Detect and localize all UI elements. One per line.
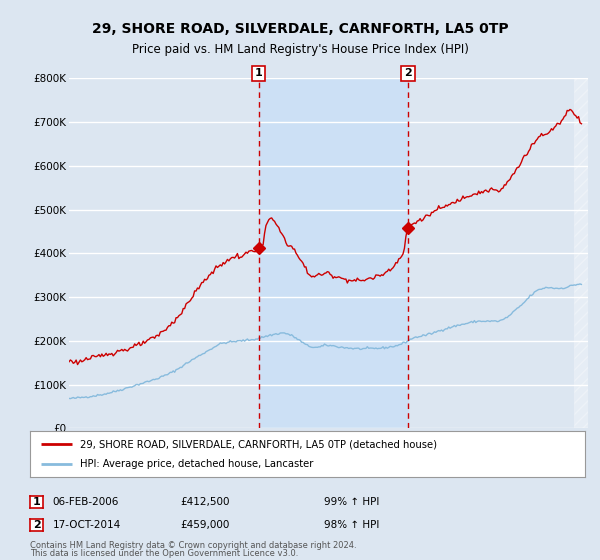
Text: Contains HM Land Registry data © Crown copyright and database right 2024.: Contains HM Land Registry data © Crown c…	[30, 541, 356, 550]
Text: 06-FEB-2006: 06-FEB-2006	[53, 497, 119, 507]
Text: Price paid vs. HM Land Registry's House Price Index (HPI): Price paid vs. HM Land Registry's House …	[131, 43, 469, 56]
Text: 17-OCT-2014: 17-OCT-2014	[53, 520, 121, 530]
Text: 99% ↑ HPI: 99% ↑ HPI	[324, 497, 379, 507]
Text: 1: 1	[33, 497, 40, 507]
Bar	[259, 78, 408, 428]
Text: 2: 2	[33, 520, 40, 530]
Bar	[574, 78, 588, 428]
Text: HPI: Average price, detached house, Lancaster: HPI: Average price, detached house, Lanc…	[80, 459, 313, 469]
Text: £412,500: £412,500	[180, 497, 229, 507]
Text: 29, SHORE ROAD, SILVERDALE, CARNFORTH, LA5 0TP: 29, SHORE ROAD, SILVERDALE, CARNFORTH, L…	[92, 22, 508, 36]
Text: This data is licensed under the Open Government Licence v3.0.: This data is licensed under the Open Gov…	[30, 549, 298, 558]
Text: 1: 1	[255, 68, 263, 78]
Text: £459,000: £459,000	[180, 520, 229, 530]
Text: 2: 2	[404, 68, 412, 78]
Text: 29, SHORE ROAD, SILVERDALE, CARNFORTH, LA5 0TP (detached house): 29, SHORE ROAD, SILVERDALE, CARNFORTH, L…	[80, 439, 437, 449]
Text: 98% ↑ HPI: 98% ↑ HPI	[324, 520, 379, 530]
